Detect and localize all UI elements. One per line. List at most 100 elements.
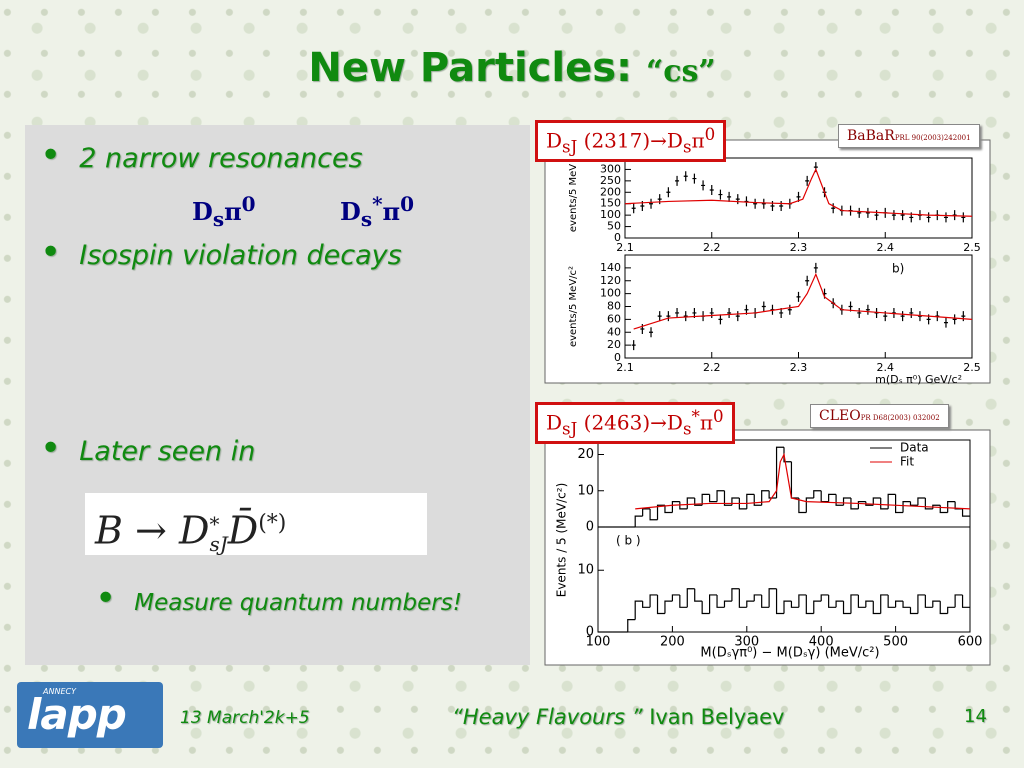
y-tick-label: 100 <box>600 287 621 300</box>
histogram-bin <box>634 600 643 620</box>
data-point <box>761 301 766 312</box>
logo-text: lapp <box>27 690 127 739</box>
data-point <box>692 173 697 184</box>
data-point <box>805 275 810 286</box>
data-point <box>727 307 732 318</box>
x-axis-label: M(Dₛγπ⁰) − M(Dₛγ) (MeV/c²) <box>700 646 879 661</box>
histogram-bin <box>664 505 673 514</box>
formula-part: → <box>135 508 167 553</box>
x-tick-label: 2.2 <box>703 241 721 254</box>
y-tick-label: 10 <box>577 483 594 498</box>
footer-talk: “Heavy Flavours ” Ivan Belyaev <box>452 705 784 729</box>
data-point <box>657 311 662 322</box>
data-point <box>666 187 671 198</box>
bullet: 2 narrow resonances <box>40 135 362 176</box>
y-tick-label: 40 <box>607 325 621 338</box>
histogram-bin <box>656 594 665 615</box>
state-part: s <box>360 206 373 231</box>
x-tick-label: 2.3 <box>790 361 808 374</box>
x-tick-label: 200 <box>660 635 685 650</box>
histogram-bin <box>753 594 762 602</box>
histogram-bin <box>664 600 673 614</box>
y-axis-label: Events / 5 (MeV/c²) <box>555 483 569 598</box>
histogram-bin <box>880 498 889 510</box>
histogram-bin <box>649 594 658 608</box>
data-point <box>900 210 905 221</box>
histogram-bin <box>671 501 680 513</box>
data-point <box>857 207 862 218</box>
state-part: π <box>382 197 401 226</box>
label-part: (2463)→D <box>577 410 683 435</box>
data-point <box>675 175 680 186</box>
label-part: π <box>699 410 713 435</box>
data-point <box>753 198 758 209</box>
y-tick-label: 10 <box>577 563 594 578</box>
histogram-bin <box>924 498 933 510</box>
reference-name: BaBaR <box>847 128 895 144</box>
data-point <box>943 212 948 223</box>
data-point <box>709 307 714 318</box>
data-point <box>831 203 836 214</box>
talk-title: “Heavy Flavours ” <box>452 705 643 729</box>
histogram-bin <box>813 490 822 498</box>
histogram-bin <box>723 600 732 608</box>
histogram-bin <box>746 493 755 509</box>
data-point <box>631 203 636 214</box>
histogram-bin <box>850 594 859 614</box>
label-part: (2317)→D <box>577 128 683 153</box>
state: Ds*π0 <box>340 192 414 231</box>
histogram-bin <box>790 601 799 608</box>
histogram-bin <box>880 594 889 614</box>
label-part: D <box>546 410 563 435</box>
histogram-bin <box>723 490 732 506</box>
state-part: 0 <box>241 192 256 216</box>
plot-frame <box>544 429 991 666</box>
histogram-bin <box>761 594 770 608</box>
title: New Particles: “cs” <box>0 45 1024 91</box>
label-part: 0 <box>704 125 716 144</box>
label-part: * <box>691 407 700 426</box>
data-point <box>857 307 862 318</box>
page-number: 14 <box>964 706 987 727</box>
y-tick-label: 100 <box>600 208 621 221</box>
x-tick-label: 2.4 <box>877 241 895 254</box>
label-part: sJ <box>562 137 578 157</box>
histogram-bin <box>850 498 859 510</box>
histogram-bin <box>902 501 911 513</box>
histogram-bin <box>738 588 747 608</box>
x-tick-label: 500 <box>883 635 908 650</box>
data-point <box>952 314 957 325</box>
reference: CLEOPR D68(2003) 032002 <box>810 404 949 428</box>
histogram-bin <box>909 501 918 506</box>
histogram-bin <box>961 594 970 608</box>
footer-date: 13 March'2k+5 <box>180 708 310 728</box>
histogram-bin <box>947 501 956 513</box>
data-point <box>813 262 818 273</box>
state: Dsπ0 <box>192 192 256 231</box>
histogram-bin <box>731 497 740 506</box>
histogram-bin <box>865 501 874 506</box>
panel-annotation: b) <box>892 262 904 276</box>
histogram-bin <box>679 501 688 510</box>
reference-detail: PRL 90(2003)242001 <box>894 134 971 142</box>
histogram-bin <box>738 498 747 510</box>
histogram-bin <box>731 588 740 602</box>
data-point <box>961 212 966 223</box>
histogram-bin <box>686 588 695 608</box>
fit-line <box>633 272 973 330</box>
x-tick-label: 600 <box>958 635 983 650</box>
histogram-bin <box>887 594 896 608</box>
state-part: 0 <box>400 192 415 216</box>
histogram-bin <box>865 600 874 608</box>
formula-part: D̄ <box>227 508 259 553</box>
histogram-bin <box>716 490 725 502</box>
y-tick-label: 300 <box>600 162 621 175</box>
histogram-bin <box>835 494 844 506</box>
histogram-bin <box>857 501 866 509</box>
x-axis-label: m(Dₛ π⁰) GeV/c² <box>875 373 962 386</box>
histogram-bin <box>701 493 710 506</box>
histogram-bin <box>917 594 926 614</box>
histogram-bin <box>627 619 636 632</box>
histogram-bin <box>828 493 837 502</box>
y-axis-label: events/5 MeV <box>568 164 579 232</box>
